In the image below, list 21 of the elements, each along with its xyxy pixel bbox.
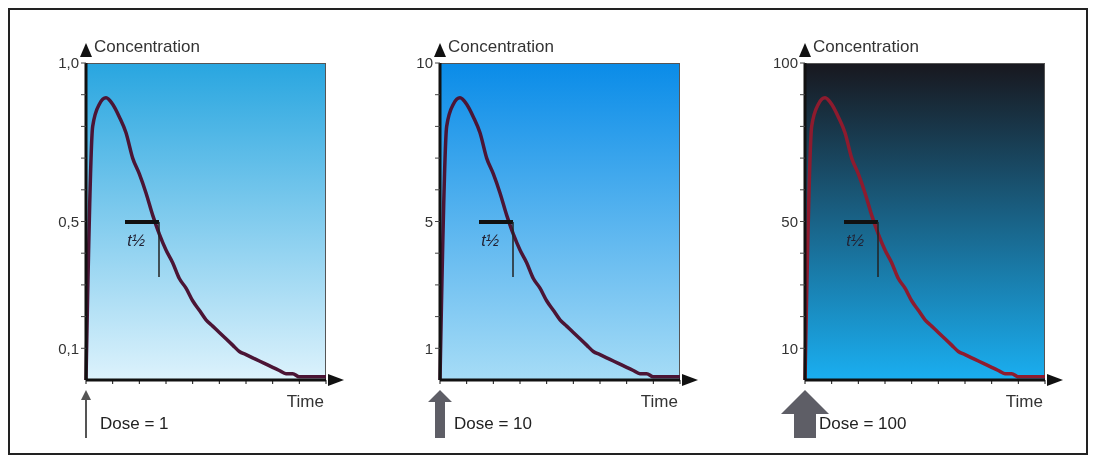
y-tick-label: 1,0 bbox=[58, 54, 79, 72]
y-tick-label: 0,5 bbox=[58, 212, 79, 230]
y-tick-label: 1 bbox=[424, 339, 433, 357]
y-tick-label: 10 bbox=[781, 339, 798, 357]
y-tick-label: 100 bbox=[772, 54, 798, 72]
annotation: t½ bbox=[846, 231, 865, 250]
y-axis-title: Concentration bbox=[94, 37, 200, 57]
annotation: t½ bbox=[127, 231, 146, 250]
y-tick-label: 0,1 bbox=[58, 339, 79, 357]
y-tick-label: 5 bbox=[424, 212, 433, 230]
text: Dose = 10 bbox=[454, 414, 532, 434]
x-axis-title: Time bbox=[286, 392, 324, 412]
y-axis-title: Concentration bbox=[448, 37, 554, 57]
x-axis-title: Time bbox=[640, 392, 678, 412]
y-tick-label: 50 bbox=[781, 212, 798, 230]
x-axis-title: Time bbox=[1005, 392, 1043, 412]
y-tick-label: 10 bbox=[416, 54, 433, 72]
text: Dose = 1 bbox=[100, 414, 169, 434]
text: Dose = 100 bbox=[819, 414, 907, 434]
y-axis-title: Concentration bbox=[813, 37, 919, 57]
annotation: t½ bbox=[481, 231, 500, 250]
